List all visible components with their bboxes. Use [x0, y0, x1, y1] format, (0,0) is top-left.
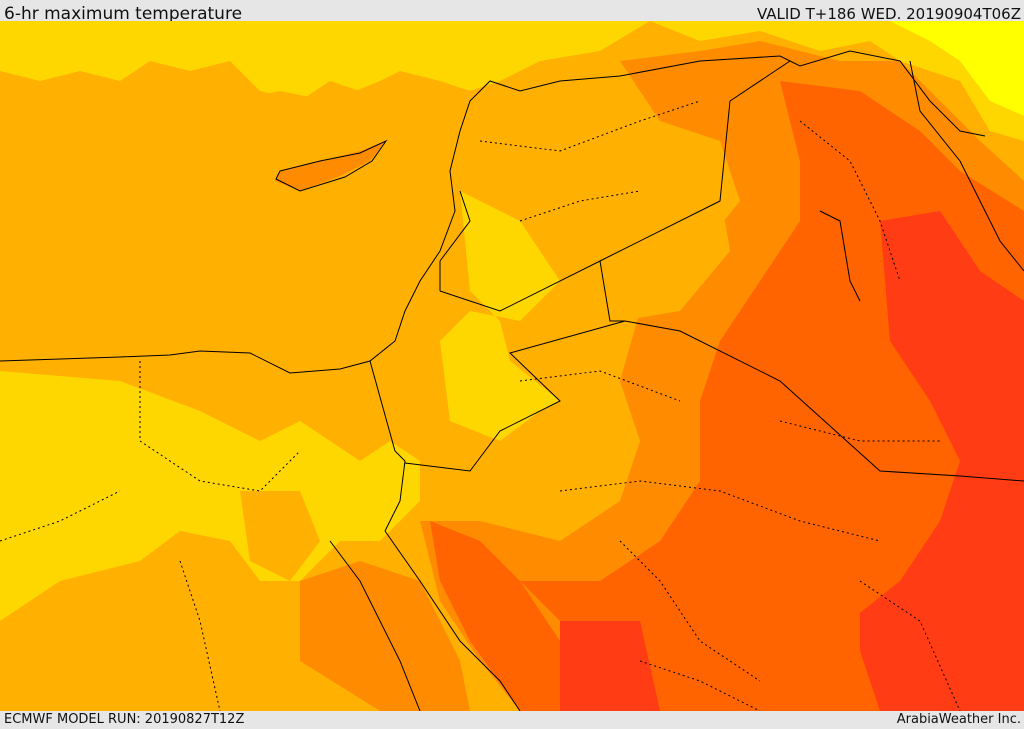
map-title: 6-hr maximum temperature	[4, 4, 243, 24]
footer-bar	[0, 711, 1024, 729]
country-borders	[404, 60, 1024, 482]
coastlines	[0, 50, 1024, 711]
valid-time: VALID T+186 WED. 20190904T06Z	[756, 5, 1021, 23]
orange-zone-red-sea	[300, 561, 470, 711]
credit: ArabiaWeather Inc.	[896, 712, 1021, 727]
amber-patch-syria	[600, 181, 730, 321]
province-borders	[0, 100, 961, 711]
yellow-zone-levant	[440, 191, 560, 441]
yellow-zone-egypt	[0, 371, 420, 621]
model-run: ECMWF MODEL RUN: 20190827T12Z	[4, 712, 245, 727]
yellow-zone-north	[0, 21, 1024, 141]
header-bar	[0, 0, 1024, 21]
dark-orange-zone-hijaz	[430, 521, 600, 711]
temperature-map-svg	[0, 21, 1024, 711]
red-orange-patch-southwest	[560, 621, 660, 711]
red-orange-zone	[850, 211, 1024, 711]
temperature-map[interactable]	[0, 21, 1024, 711]
light-yellow-zone	[890, 21, 1024, 116]
dark-orange-patch-south	[690, 561, 860, 711]
amber-patch-egypt	[240, 491, 320, 581]
mediterranean-sea	[0, 81, 460, 371]
